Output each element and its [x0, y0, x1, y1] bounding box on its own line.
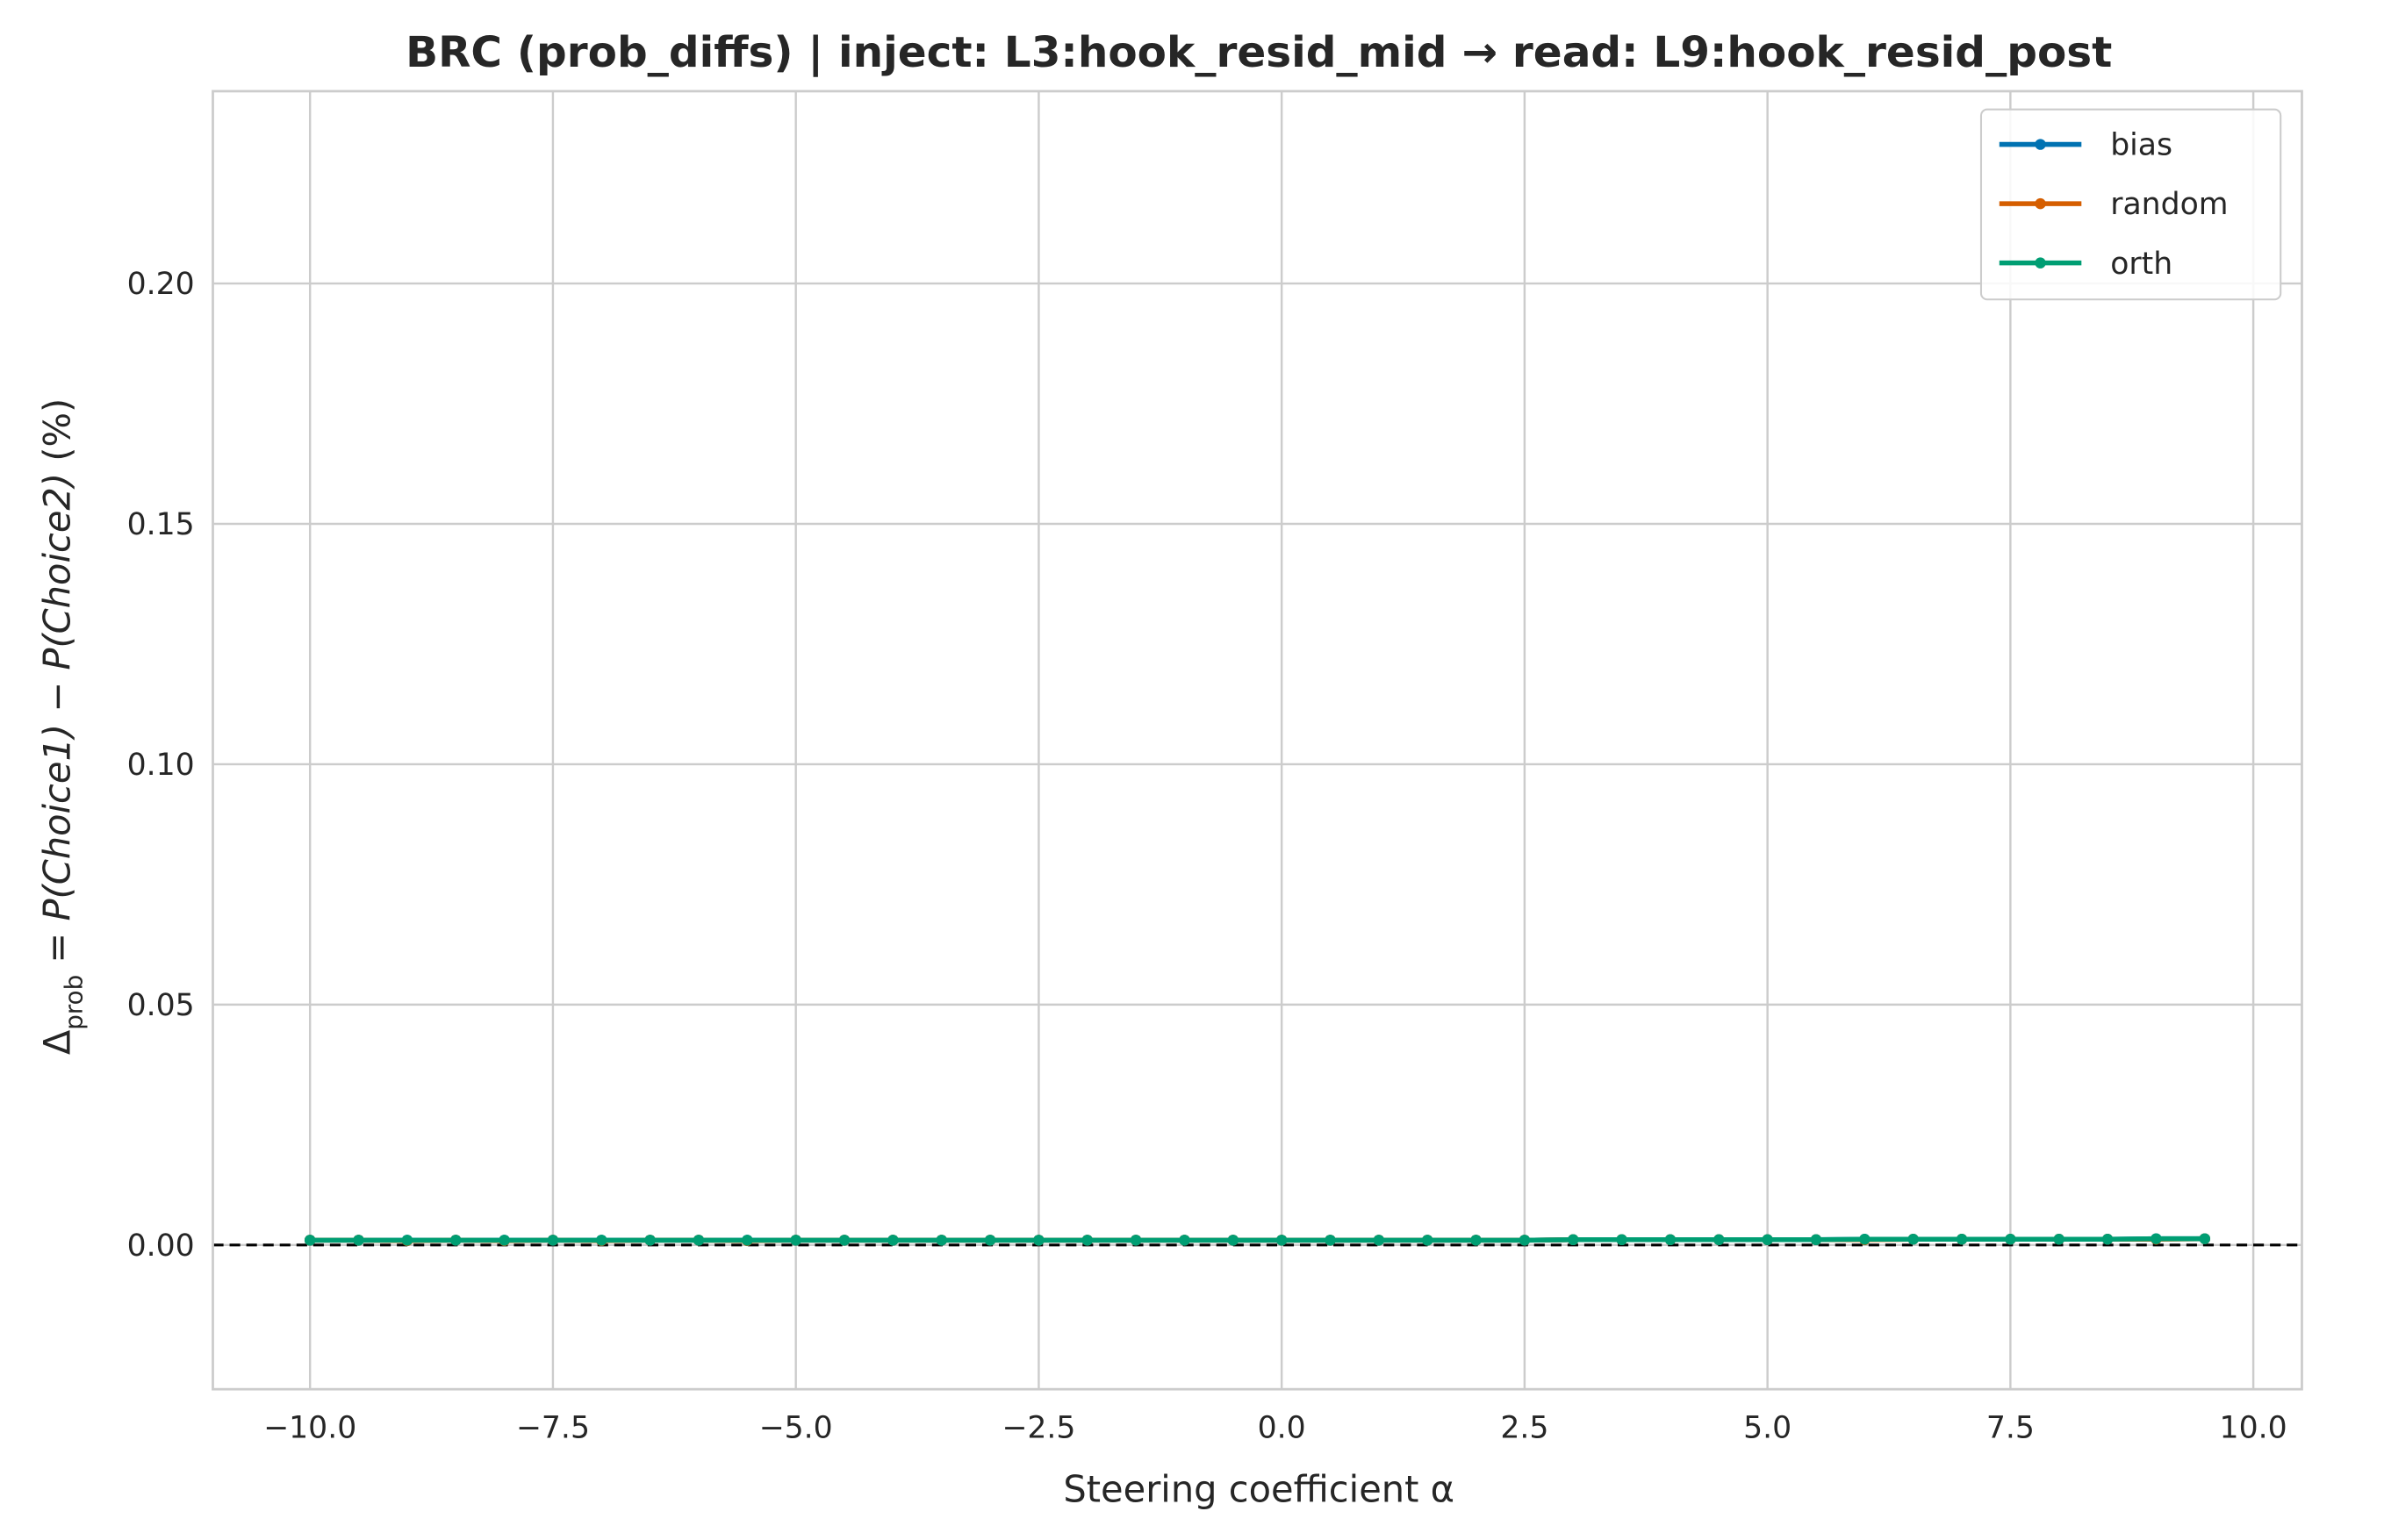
legend-entry-bias: bias — [1999, 128, 2172, 163]
legend-entry-random: random — [1999, 187, 2229, 222]
data-point-orth — [1081, 1235, 1094, 1246]
data-point-orth — [693, 1235, 705, 1246]
data-point-orth — [644, 1235, 656, 1246]
legend-label-orth: orth — [2110, 247, 2172, 282]
x-tick-label: −2.5 — [1002, 1411, 1075, 1446]
y-tick-label: 0.15 — [127, 507, 195, 542]
legend-label-random: random — [2110, 187, 2228, 222]
y-label-delta: Δ — [36, 1029, 79, 1055]
y-tick-labels: 0.00 0.05 0.10 0.15 0.20 — [127, 267, 195, 1264]
legend-entry-orth: orth — [1999, 247, 2172, 282]
data-point-orth — [1859, 1234, 1871, 1245]
y-label-unit: (%) — [36, 398, 79, 473]
y-label-equals: = — [36, 921, 79, 975]
data-point-orth — [1275, 1235, 1288, 1246]
data-point-orth — [450, 1235, 462, 1246]
data-point-orth — [1325, 1235, 1336, 1246]
x-tick-label: −7.5 — [516, 1411, 590, 1446]
legend-marker-orth — [2035, 257, 2046, 269]
y-tick-label: 0.05 — [127, 988, 195, 1023]
data-point-orth — [304, 1235, 316, 1246]
legend-marker-random — [2035, 197, 2046, 210]
data-point-orth — [984, 1235, 996, 1246]
data-point-orth — [2005, 1234, 2016, 1245]
data-point-orth — [401, 1235, 413, 1246]
data-point-orth — [936, 1235, 947, 1246]
data-point-orth — [887, 1235, 899, 1246]
data-point-orth — [1907, 1234, 1919, 1245]
legend-frame — [1979, 108, 2282, 301]
data-point-orth — [2199, 1233, 2211, 1244]
legend-label-bias: bias — [2110, 128, 2172, 163]
x-axis-label: Steering coefficient α — [1063, 1467, 1454, 1510]
legend: bias random orth — [1979, 108, 2282, 301]
data-point-orth — [1373, 1235, 1385, 1246]
data-point-orth — [742, 1235, 753, 1246]
legend-marker-bias — [2035, 139, 2046, 150]
y-tick-label: 0.20 — [127, 267, 195, 302]
data-point-orth — [2101, 1234, 2114, 1245]
x-tick-label: −10.0 — [263, 1411, 356, 1446]
x-tick-label: −5.0 — [759, 1411, 833, 1446]
x-tick-label: 5.0 — [1743, 1411, 1792, 1446]
data-point-orth — [838, 1235, 851, 1246]
y-label-minus: − — [36, 670, 79, 724]
plot-frame — [212, 90, 2303, 1391]
data-point-orth — [499, 1235, 510, 1246]
data-point-orth — [2151, 1233, 2162, 1244]
data-point-orth — [1179, 1235, 1190, 1246]
data-point-orth — [1956, 1234, 1968, 1245]
x-tick-label: 0.0 — [1258, 1411, 1306, 1446]
data-point-orth — [1762, 1234, 1773, 1246]
y-label-subscript: prob — [60, 975, 89, 1030]
data-point-orth — [1664, 1234, 1677, 1246]
series-orth — [304, 1233, 2211, 1246]
y-tick-label: 0.10 — [127, 748, 195, 783]
data-point-orth — [1713, 1234, 1725, 1246]
y-label-p2: P(Choice2) — [36, 473, 79, 670]
series-line-orth — [307, 1236, 2208, 1243]
x-tick-label: 10.0 — [2220, 1411, 2287, 1446]
y-axis-label: Δprob = P(Choice1) − P(Choice2) (%) — [36, 398, 89, 1055]
x-tick-label: 2.5 — [1500, 1411, 1548, 1446]
y-tick-label: 0.00 — [127, 1228, 195, 1264]
data-point-orth — [2053, 1234, 2064, 1245]
data-point-orth — [1421, 1235, 1433, 1246]
chart-title: BRC (prob_diffs) | inject: L3:hook_resid… — [406, 28, 2112, 77]
data-point-orth — [1130, 1235, 1142, 1246]
x-tick-labels: −10.0 −7.5 −5.0 −2.5 0.0 2.5 5.0 7.5 10.0 — [263, 1411, 2287, 1446]
data-point-orth — [1810, 1234, 1822, 1246]
data-point-orth — [353, 1235, 364, 1246]
data-point-orth — [1519, 1235, 1531, 1246]
data-point-orth — [1616, 1234, 1627, 1246]
data-point-orth — [1227, 1235, 1239, 1246]
x-tick-label: 7.5 — [1986, 1411, 2035, 1446]
y-label-p1: P(Choice1) — [36, 724, 79, 921]
data-point-orth — [1033, 1235, 1045, 1246]
data-point-orth — [1470, 1235, 1482, 1246]
series-layer — [304, 1233, 2211, 1247]
data-point-orth — [790, 1235, 801, 1246]
data-point-orth — [547, 1235, 559, 1246]
data-point-orth — [596, 1235, 607, 1246]
data-point-orth — [1568, 1234, 1579, 1246]
